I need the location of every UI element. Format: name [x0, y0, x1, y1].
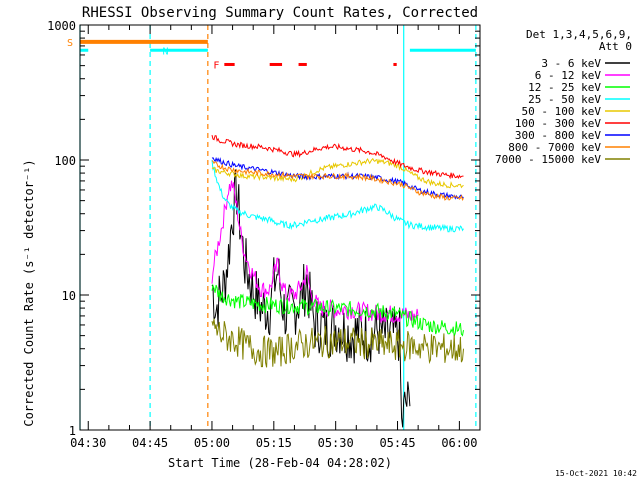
y-axis-label: Corrected Count Rate (s⁻¹ detector⁻¹): [22, 159, 36, 426]
y-tick-label: 10: [62, 289, 76, 303]
legend-header-line-2: Att 0: [599, 40, 632, 53]
flare-label: F: [213, 60, 219, 71]
plot-frame: [79, 24, 481, 431]
legend-label: 25 - 50 keV: [528, 93, 601, 106]
series-line-12-25keV: [211, 283, 464, 337]
legend-label: 3 - 6 keV: [541, 57, 601, 70]
x-tick-label: 04:30: [70, 436, 106, 450]
series-line-3-6keV: [211, 169, 411, 428]
attenuator-label: S: [67, 38, 73, 49]
legend-label: 7000 - 15000 keV: [495, 153, 601, 166]
x-tick-label: 05:45: [379, 436, 415, 450]
legend-label: 6 - 12 keV: [535, 69, 602, 82]
generated-timestamp: 15-Oct-2021 10:42: [555, 469, 637, 478]
night-label: N: [162, 46, 168, 57]
series-line-100-300keV: [211, 134, 464, 180]
series-line-300-800keV: [211, 156, 464, 201]
series-line-800-7000keV: [211, 160, 464, 201]
x-tick-label: 04:45: [132, 436, 168, 450]
y-tick-label: 1000: [47, 19, 76, 33]
legend-label: 50 - 100 keV: [522, 105, 602, 118]
series-group: [211, 134, 464, 428]
series-line-6-12keV: [211, 180, 419, 324]
axes: 1 10 100 1000 04:30 04:45 05:00 05:15 05:30 05:45…: [47, 19, 481, 450]
y-tick-label: 1: [69, 424, 76, 438]
series-line-25-50keV: [211, 159, 464, 233]
chart-title: RHESSI Observing Summary Count Rates, Co…: [82, 5, 478, 21]
series-line-7000-15000keV: [211, 318, 464, 368]
y-tick-label: 100: [54, 154, 76, 168]
legend-label: 800 - 7000 keV: [508, 141, 601, 154]
x-tick-label: 05:00: [194, 436, 230, 450]
x-axis-label: Start Time (28-Feb-04 04:28:02): [168, 456, 392, 470]
x-tick-label: 06:00: [441, 436, 477, 450]
legend-label: 12 - 25 keV: [528, 81, 601, 94]
x-tick-label: 05:30: [318, 436, 354, 450]
series-line-50-100keV: [211, 157, 464, 189]
legend-label: 100 - 300 keV: [515, 117, 601, 130]
legend-header-line-1: Det 1,3,4,5,6,9,: [526, 28, 632, 41]
x-tick-label: 05:15: [256, 436, 292, 450]
legend-label: 300 - 800 keV: [515, 129, 601, 142]
